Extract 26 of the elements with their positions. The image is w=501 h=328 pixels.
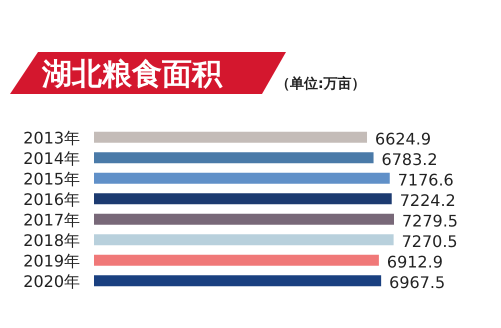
- data-label: 7270.5: [402, 232, 458, 251]
- bar: [94, 193, 392, 204]
- bar: [94, 214, 394, 225]
- data-label: 6912.9: [386, 252, 443, 272]
- y-tick-label: 2013年: [23, 128, 80, 148]
- y-tick-label: 2018年: [23, 230, 80, 250]
- data-label: 6783.2: [382, 150, 438, 169]
- y-tick-label: 2016年: [23, 190, 80, 209]
- data-label: 7176.6: [398, 170, 454, 190]
- y-tick-label: 2019年: [23, 251, 80, 270]
- data-label: 6967.5: [389, 272, 446, 292]
- y-tick-label: 2020年: [23, 272, 80, 291]
- bar: [94, 132, 368, 143]
- bar: [94, 234, 394, 246]
- chart-subtitle: （单位:万亩）: [276, 75, 366, 92]
- y-tick-label: 2017年: [23, 210, 80, 230]
- y-tick-label: 2014年: [23, 148, 80, 168]
- bar: [94, 152, 374, 164]
- bar: [94, 172, 390, 184]
- y-tick-label: 2015年: [23, 169, 80, 188]
- data-label: 7224.2: [400, 190, 456, 210]
- chart-title: 湖北粮食面积: [41, 57, 223, 92]
- data-label: 7279.5: [402, 211, 458, 230]
- bar: [94, 275, 382, 286]
- data-label: 6624.9: [375, 129, 432, 148]
- bar: [94, 254, 379, 266]
